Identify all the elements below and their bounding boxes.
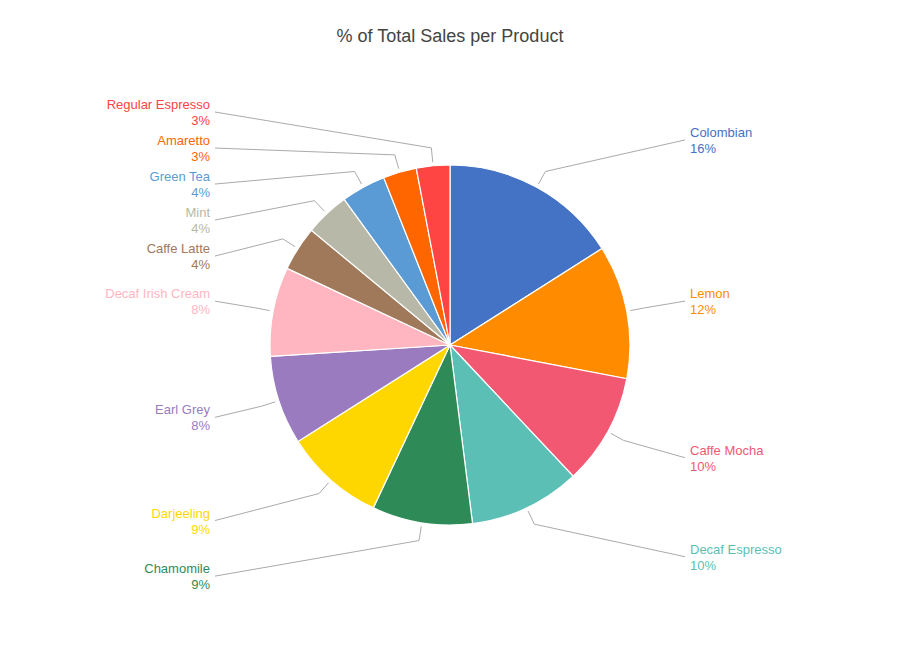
leader-line bbox=[630, 301, 685, 310]
slice-label: Caffe Mocha bbox=[690, 443, 764, 458]
leader-line bbox=[611, 433, 685, 457]
leader-line bbox=[215, 148, 399, 169]
data-label: 8% bbox=[191, 418, 210, 433]
leader-line bbox=[215, 171, 362, 184]
slice-label: Darjeeling bbox=[151, 506, 210, 521]
data-label: 4% bbox=[191, 257, 210, 272]
slice-label: Green Tea bbox=[150, 169, 211, 184]
slice-label: Decaf Espresso bbox=[690, 542, 782, 557]
data-label: 16% bbox=[690, 141, 716, 156]
leader-line bbox=[215, 526, 421, 576]
pie-slice bbox=[416, 165, 450, 345]
slice-label: Earl Grey bbox=[155, 402, 210, 417]
slice-label: Mint bbox=[185, 205, 210, 220]
slice-label: Regular Espresso bbox=[107, 97, 210, 112]
chart-container: % of Total Sales per Product Colombian16%… bbox=[0, 0, 900, 650]
leader-line bbox=[215, 201, 324, 220]
leader-line bbox=[215, 239, 295, 256]
labels: Colombian16%Lemon12%Caffe Mocha10%Decaf … bbox=[105, 97, 782, 592]
slice-label: Colombian bbox=[690, 125, 752, 140]
title: % of Total Sales per Product bbox=[337, 26, 564, 46]
pie-slice bbox=[270, 345, 450, 441]
slice-label: Caffe Latte bbox=[147, 241, 210, 256]
data-label: 9% bbox=[191, 577, 210, 592]
leader-line bbox=[215, 402, 275, 418]
leader-line bbox=[215, 112, 433, 162]
slice-label: Amaretto bbox=[157, 133, 210, 148]
leader-line bbox=[215, 301, 270, 310]
data-label: 4% bbox=[191, 221, 210, 236]
leader-line bbox=[215, 483, 329, 521]
leader-line bbox=[538, 140, 685, 184]
data-label: 9% bbox=[191, 522, 210, 537]
leader-lines bbox=[215, 112, 685, 576]
data-label: 8% bbox=[191, 302, 210, 317]
leader-line bbox=[528, 511, 685, 557]
data-label: 4% bbox=[191, 185, 210, 200]
data-label: 10% bbox=[690, 558, 716, 573]
slice-label: Lemon bbox=[690, 286, 730, 301]
slice-label: Chamomile bbox=[144, 561, 210, 576]
data-label: 12% bbox=[690, 302, 716, 317]
data-label: 3% bbox=[191, 113, 210, 128]
data-label: 3% bbox=[191, 149, 210, 164]
chart: % of Total Sales per Product Colombian16%… bbox=[0, 0, 900, 650]
slice-label: Decaf Irish Cream bbox=[105, 286, 210, 301]
data-label: 10% bbox=[690, 459, 716, 474]
pie bbox=[270, 165, 630, 525]
